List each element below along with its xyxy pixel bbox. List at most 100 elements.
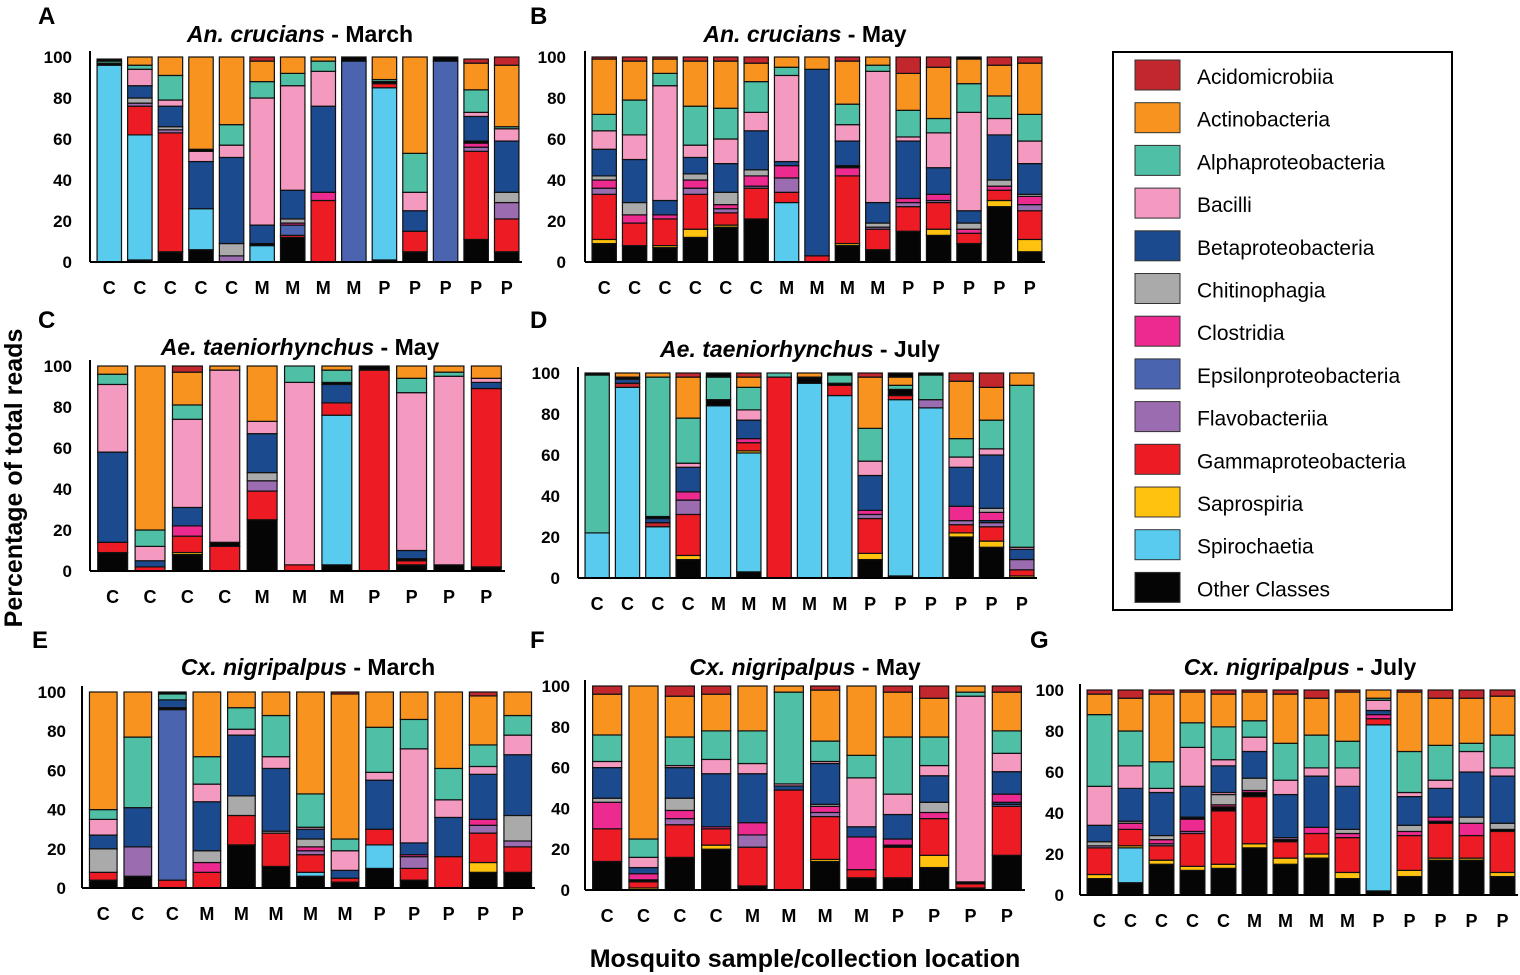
bar-segment-Ga — [1427, 822, 1454, 859]
bar-segment-Ac — [1303, 689, 1330, 699]
bar-segment-Sp — [918, 407, 944, 579]
bar-segment-Be — [310, 105, 337, 193]
bar-11 — [470, 365, 502, 572]
bar-segment-Sa — [701, 844, 732, 850]
bar-segment-Act — [261, 691, 291, 717]
bar-segment-Ga — [857, 517, 883, 554]
bar-segment-Ot — [279, 236, 306, 263]
bar-segment-Ga — [948, 524, 974, 534]
y-tick-label: 60 — [551, 759, 570, 778]
x-tick-label: P — [409, 278, 421, 298]
bar-segment-Cl — [1458, 822, 1485, 837]
bar-segment-Ac — [1086, 689, 1113, 695]
bar-segment-Ot — [246, 519, 278, 572]
bar-segment-Fl — [810, 811, 841, 818]
bar-4 — [1179, 689, 1206, 896]
bar-segment-Al — [919, 736, 950, 767]
x-tick-label: P — [408, 904, 420, 924]
bar-segment-Ot — [171, 553, 203, 572]
bar-segment-Ga — [621, 222, 648, 247]
bar-3 — [645, 372, 671, 579]
bar-segment-Ga — [192, 871, 222, 889]
bar-segment-Sa — [1086, 873, 1113, 880]
x-tick-label: M — [741, 594, 756, 614]
bar-segment-Be — [134, 560, 166, 568]
bar-13 — [463, 58, 489, 263]
bar-segment-Ga — [88, 871, 118, 881]
bar-segment-Act — [1365, 689, 1392, 699]
bar-segment-Al — [713, 107, 739, 140]
bar-11 — [1396, 689, 1423, 896]
bar-segment-Cl — [1179, 818, 1206, 833]
bar-segment-Al — [1489, 734, 1516, 769]
bar-segment-Al — [846, 754, 877, 779]
bar-segment-Ot — [621, 245, 648, 263]
bar-segment-Ga — [97, 541, 129, 554]
y-tick-label: 20 — [53, 521, 72, 540]
bar-segment-Ch — [503, 814, 533, 842]
bar-segment-Ot — [956, 56, 982, 60]
bar-segment-Ot — [882, 877, 913, 891]
bar-segment-Ot — [1210, 867, 1237, 896]
bar-segment-Be — [246, 433, 278, 474]
bar-segment-Ba — [188, 150, 214, 163]
x-tick-label: M — [346, 278, 361, 298]
y-tick-label: 40 — [53, 171, 72, 190]
bar-segment-Al — [675, 417, 701, 464]
legend-label: Actinobacteria — [1197, 109, 1330, 132]
bar-segment-Al — [1458, 742, 1485, 753]
x-tick-label: C — [601, 906, 614, 926]
bar-segment-Cl — [925, 193, 952, 202]
bar-11 — [434, 691, 464, 889]
y-tick-label: 40 — [47, 801, 66, 820]
bar-7 — [1272, 689, 1299, 896]
legend-label: Gammaproteobacteria — [1197, 450, 1406, 473]
title-species: Cx. nigripalpus — [1184, 654, 1350, 680]
bar-segment-Ga — [402, 230, 428, 253]
x-tick-label: C — [133, 278, 146, 298]
bar-segment-Al — [882, 736, 913, 795]
bar-9 — [341, 56, 367, 263]
bar-segment-Ac — [1148, 689, 1175, 695]
x-tick-label: M — [772, 594, 787, 614]
y-tick-label: 100 — [38, 683, 66, 702]
bar-segment-Ac — [1017, 56, 1043, 64]
y-tick-label: 20 — [547, 212, 566, 231]
bar-segment-Ot — [157, 251, 184, 263]
bar-11 — [402, 56, 428, 263]
y-tick-label: 0 — [551, 569, 560, 588]
bar-segment-Ga — [463, 150, 489, 241]
bar-segment-Al — [283, 365, 316, 383]
legend-item: Alphaproteobacteria — [1134, 144, 1385, 176]
bar-segment-Ba — [1334, 767, 1361, 787]
bar-6 — [249, 56, 275, 263]
bar-segment-Sp — [705, 405, 732, 579]
bar-segment-Ba — [171, 418, 203, 509]
bar-segment-Ga — [887, 394, 914, 401]
x-tick-label: C — [628, 278, 641, 298]
bar-segment-Ga — [434, 856, 464, 889]
bar-segment-Be — [1148, 791, 1175, 837]
bar-segment-Cl — [948, 505, 974, 522]
x-tick-label: P — [501, 278, 513, 298]
bar-segment-Ch — [919, 801, 950, 814]
bar-segment-Al — [918, 374, 944, 401]
bar-9 — [365, 691, 394, 889]
bar-segment-Al — [1179, 722, 1206, 748]
bar-segment-Be — [1427, 787, 1454, 818]
bar-segment-Sa — [978, 540, 1005, 548]
bar-4 — [188, 56, 214, 263]
x-tick-label: C — [1186, 911, 1199, 931]
bar-segment-Ga — [470, 387, 502, 568]
bar-segment-Al — [773, 66, 800, 77]
bar-segment-Al — [986, 95, 1013, 120]
bar-segment-Ga — [664, 824, 695, 858]
bar-segment-Act — [209, 365, 241, 371]
bar-segment-Be — [810, 762, 841, 805]
x-tick-label: P — [902, 278, 914, 298]
bar-5 — [227, 691, 256, 889]
bar-segment-Al — [321, 369, 353, 384]
bar-segment-Ot — [1489, 875, 1516, 896]
bar-segment-Act — [371, 56, 398, 81]
y-tick-label: 100 — [538, 48, 566, 67]
